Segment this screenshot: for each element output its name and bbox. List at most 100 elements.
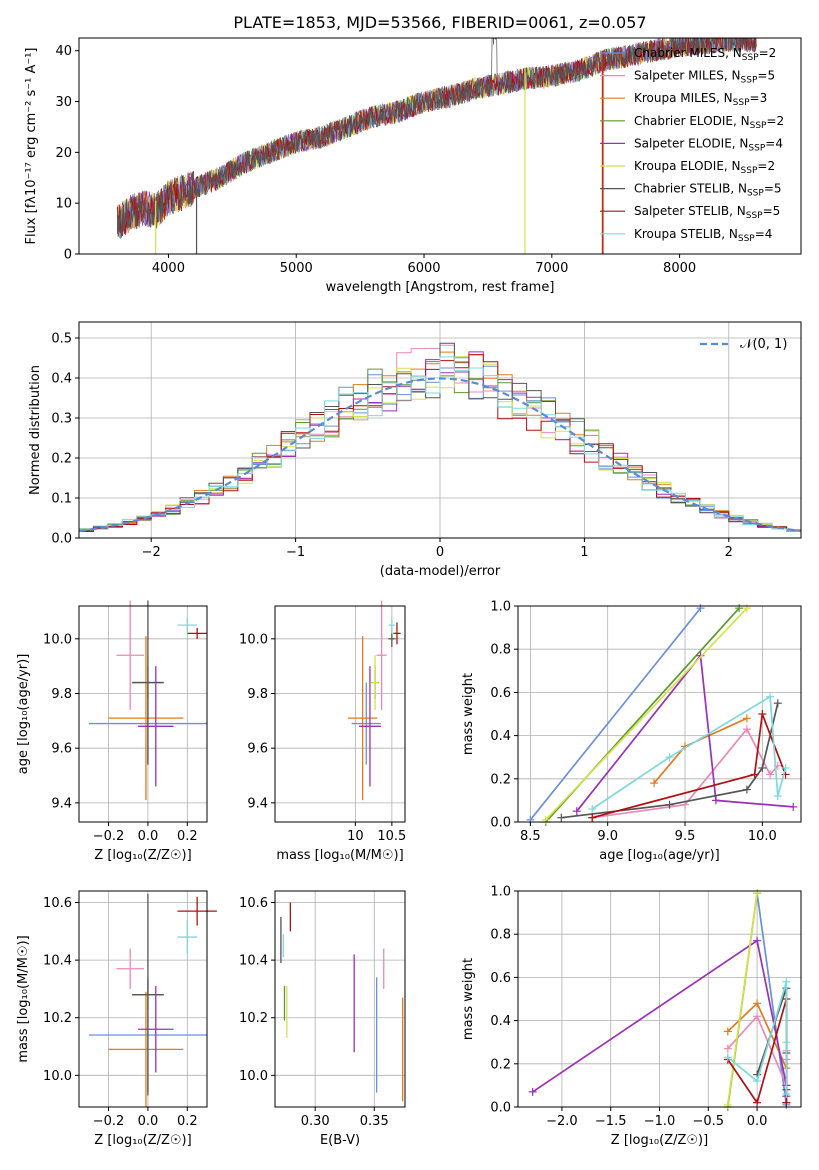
panel-zmass-xlabel: Z [log₁₀(Z/Z☉)] <box>94 1133 191 1148</box>
panel-ebvmass-ytick-label: 10.2 <box>239 1011 268 1026</box>
panel-ageweight-xtick-label: 10.0 <box>748 829 777 844</box>
figure-title: PLATE=1853, MJD=53566, FIBERID=0061, z=0… <box>233 13 646 32</box>
spectrum-xlabel: wavelength [Angstrom, rest frame] <box>326 280 555 295</box>
spectrum-xtick-label: 8000 <box>663 261 696 276</box>
age-weight-panel: 8.5 9.0 9.5 10.0 0.0 0.2 0.4 0.6 0.8 1.0 age [log₁… <box>461 600 802 863</box>
spectrum-ytick-label: 40 <box>55 44 72 59</box>
panel-zage-ytick-label: 9.6 <box>51 742 72 757</box>
panel-ebvmass-ytick-label: 10.0 <box>239 1069 268 1084</box>
hist-legend-label: 𝒩(0, 1) <box>740 337 787 352</box>
hist-xtick-label: 0 <box>436 545 444 560</box>
spectrum-ytick-label: 10 <box>55 197 72 212</box>
spectrum-xtick-label: 5000 <box>280 261 313 276</box>
hist-ytick-label: 0.0 <box>51 532 72 547</box>
hist-normal-curve <box>78 377 802 533</box>
panel-zweight-ytick-label: 0.0 <box>490 1101 511 1116</box>
panel-ageweight-series <box>529 607 702 821</box>
panel-massage-xtick-label: 10 <box>347 829 364 844</box>
hist-xlabel: (data-model)/error <box>380 564 501 579</box>
panel-ageweight-series <box>545 607 748 821</box>
panel-zweight-ylabel: mass weight <box>461 958 476 1040</box>
panel-zage-xtick-label: 0.2 <box>177 829 198 844</box>
panel-zweight-xtick-label: −1.0 <box>644 1114 676 1129</box>
panel-ebvmass-frame <box>274 890 406 1108</box>
panel-zweight-xlabel: Z [log₁₀(Z/Z☉)] <box>611 1133 708 1148</box>
panel-zage-ytick-label: 9.4 <box>51 796 72 811</box>
panel-ebvmass-xtick-label: 0.35 <box>360 1114 389 1129</box>
spectrum-legend-label: Salpeter MILES, NSSP=5 <box>634 69 775 86</box>
panel-ageweight-series <box>576 653 794 812</box>
panel-zage-xtick-label: 0.0 <box>138 829 159 844</box>
hist-ytick-label: 0.4 <box>51 372 72 387</box>
spectrum-ytick-label: 20 <box>55 146 72 161</box>
spectrum-panel: 4000 5000 6000 7000 8000 0 10 20 30 40 wavelength … <box>24 37 802 295</box>
spectrum-legend-label: Kroupa ELODIE, NSSP=2 <box>634 159 775 176</box>
panel-zweight-xtick-label: −1.5 <box>595 1114 627 1129</box>
panel-ageweight-ytick-label: 0.8 <box>490 643 511 658</box>
panel-zage-frame <box>78 605 208 823</box>
panel-zage-ylabel: age [log₁₀(age/yr)] <box>16 654 31 775</box>
spectrum-legend-label: Salpeter ELODIE, NSSP=4 <box>634 136 783 153</box>
z-age-panel: −0.2 0.0 0.2 9.4 9.6 9.8 10.0 Z [log₁₀(Z/Z☉)] ag… <box>16 600 208 863</box>
panel-ageweight-ytick-label: 0.4 <box>490 729 511 744</box>
panel-massage-xtick-label: 10.5 <box>377 829 406 844</box>
spectrum-xtick-label: 7000 <box>535 261 568 276</box>
panel-massage-ytick-label: 9.8 <box>247 687 268 702</box>
panel-zage-xtick-label: −0.2 <box>93 829 125 844</box>
panel-zmass-ylabel: mass [log₁₀(M/M☉)] <box>16 935 31 1062</box>
spectrum-legend-label: Chabrier STELIB, NSSP=5 <box>634 182 782 199</box>
panel-zmass-xtick-label: −0.2 <box>93 1114 125 1129</box>
panel-ageweight-xtick-label: 9.5 <box>675 829 696 844</box>
panel-zmass-ytick-label: 10.6 <box>43 896 72 911</box>
panel-zmass-ytick-label: 10.2 <box>43 1011 72 1026</box>
panel-ageweight-frame <box>517 605 802 823</box>
hist-xtick-label: 1 <box>580 545 588 560</box>
panel-ageweight-ylabel: mass weight <box>461 673 476 755</box>
hist-ytick-label: 0.3 <box>51 412 72 427</box>
panel-ageweight-xtick-label: 9.0 <box>597 829 618 844</box>
panel-ebvmass-xtick-label: 0.30 <box>301 1114 330 1129</box>
panel-zweight-ytick-label: 1.0 <box>490 885 511 900</box>
spectrum-series <box>116 38 757 238</box>
panel-ageweight-xlabel: age [log₁₀(age/yr)] <box>599 848 720 863</box>
panel-zmass-ytick-label: 10.0 <box>43 1069 72 1084</box>
mass-age-panel: 10 10.5 9.4 9.6 9.8 10.0 mass [log₁₀(M/M☉)] <box>239 600 406 863</box>
hist-ytick-label: 0.5 <box>51 332 72 347</box>
panel-massage-xlabel: mass [log₁₀(M/M☉)] <box>276 848 403 863</box>
hist-ytick-label: 0.2 <box>51 452 72 467</box>
panel-zmass-ytick-label: 10.4 <box>43 954 72 969</box>
spectrum-legend-label: Chabrier ELODIE, NSSP=2 <box>634 114 784 131</box>
panel-ageweight-ytick-label: 0.6 <box>490 686 511 701</box>
hist-series <box>79 356 801 532</box>
panel-ebvmass-ytick-label: 10.4 <box>239 954 268 969</box>
spectrum-ytick-label: 0 <box>64 248 72 263</box>
hist-xtick-label: 2 <box>725 545 733 560</box>
panel-massage-ytick-label: 10.0 <box>239 632 268 647</box>
spectrum-xtick-label: 4000 <box>152 261 185 276</box>
panel-ageweight-series <box>591 713 787 819</box>
hist-ytick-label: 0.1 <box>51 492 72 507</box>
z-weight-panel: −2.0 −1.5 −1.0 −0.5 0.0 0.0 0.2 0.4 0.6 0.8 1.0 Z [… <box>461 885 802 1148</box>
panel-ageweight-ytick-label: 0.0 <box>490 816 511 831</box>
panel-zweight-ytick-label: 0.6 <box>490 971 511 986</box>
hist-xtick-label: −1 <box>286 545 305 560</box>
panel-zweight-xtick-label: −2.0 <box>546 1114 578 1129</box>
panel-zage-ytick-label: 9.8 <box>51 687 72 702</box>
spectrum-legend-label: Kroupa MILES, NSSP=3 <box>634 91 767 108</box>
panel-zage-ytick-label: 10.0 <box>43 632 72 647</box>
panel-zweight-xtick-label: −0.5 <box>693 1114 725 1129</box>
spectrum-xtick-label: 6000 <box>407 261 440 276</box>
panel-massage-ytick-label: 9.6 <box>247 742 268 757</box>
panel-ageweight-xtick-label: 8.5 <box>520 829 541 844</box>
ebv-mass-panel: 0.30 0.35 10.0 10.2 10.4 10.6 E(B-V) <box>239 890 406 1148</box>
panel-zmass-frame <box>78 890 208 1108</box>
panel-zweight-ytick-label: 0.4 <box>490 1014 511 1029</box>
residual-histogram-panel: −2 −1 0 1 2 0.0 0.1 0.2 0.3 0.4 0.5 (data-model)/er… <box>28 321 802 579</box>
panel-ebvmass-ytick-label: 10.6 <box>239 896 268 911</box>
spectrum-ytick-label: 30 <box>55 95 72 110</box>
spectrum-legend-label: Kroupa STELIB, NSSP=4 <box>634 227 772 244</box>
panel-zweight-series <box>726 893 758 1105</box>
hist-xtick-label: −2 <box>142 545 161 560</box>
panel-zmass-xtick-label: 0.2 <box>177 1114 198 1129</box>
panel-massage-ytick-label: 9.4 <box>247 796 268 811</box>
